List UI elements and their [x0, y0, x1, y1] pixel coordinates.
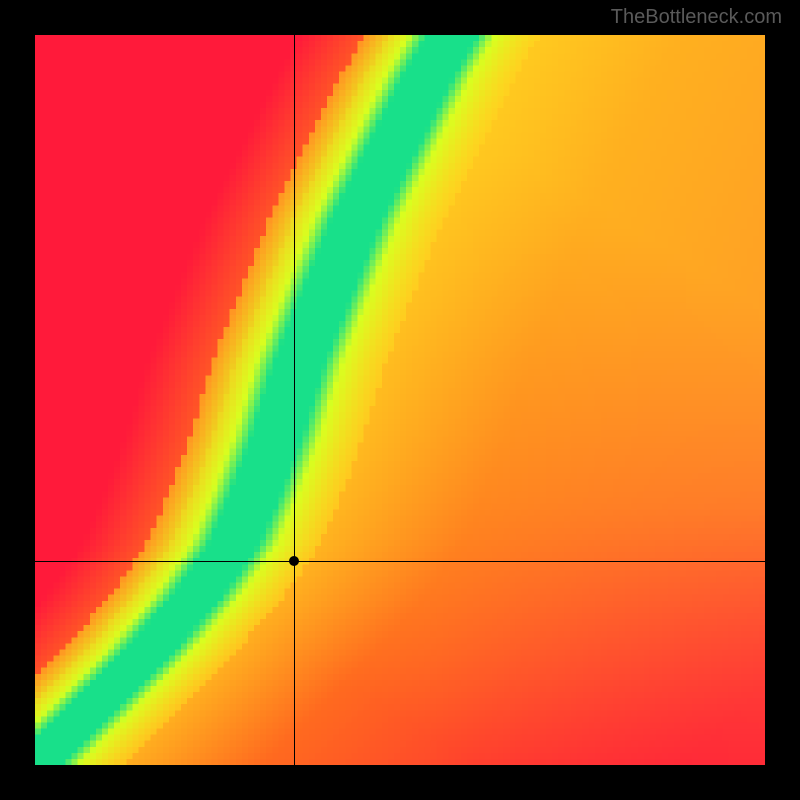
heatmap-chart: [35, 35, 765, 765]
data-point: [289, 556, 299, 566]
watermark-text: TheBottleneck.com: [611, 6, 782, 29]
crosshair-vertical: [294, 35, 295, 765]
crosshair-horizontal: [35, 561, 765, 562]
heatmap-canvas: [35, 35, 765, 765]
